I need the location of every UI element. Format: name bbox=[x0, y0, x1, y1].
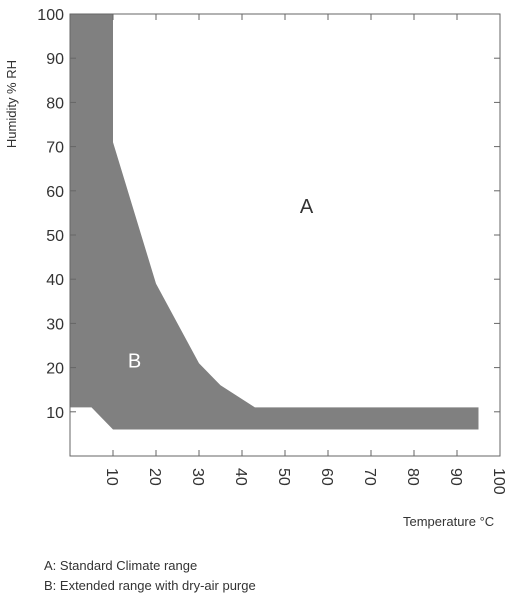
region-b-shape bbox=[70, 14, 479, 430]
y-tick-label: 10 bbox=[46, 405, 64, 422]
y-tick-label: 20 bbox=[46, 361, 64, 378]
y-tick-label: 50 bbox=[46, 228, 64, 245]
y-tick-label: 90 bbox=[46, 51, 64, 68]
y-axis-label: Humidity % RH bbox=[4, 60, 19, 149]
x-tick-label: 30 bbox=[189, 468, 206, 486]
region-b-label: B bbox=[128, 351, 141, 373]
y-tick-label: 60 bbox=[46, 184, 64, 201]
x-tick-label: 10 bbox=[103, 468, 120, 486]
y-tick-label: 30 bbox=[46, 316, 64, 333]
x-tick-label: 90 bbox=[447, 468, 464, 486]
x-tick-label: 50 bbox=[275, 468, 292, 486]
x-tick-label: 60 bbox=[318, 468, 335, 486]
region-a-label: A bbox=[300, 196, 314, 218]
legend-item-b: B: Extended range with dry-air purge bbox=[44, 578, 256, 593]
x-axis-label: Temperature °C bbox=[403, 514, 495, 529]
y-tick-label: 70 bbox=[46, 140, 64, 157]
y-tick-label: 100 bbox=[37, 7, 64, 24]
y-tick-label: 40 bbox=[46, 272, 64, 289]
x-tick-label: 40 bbox=[232, 468, 249, 486]
x-tick-label: 100 bbox=[490, 468, 507, 495]
y-tick-label: 80 bbox=[46, 95, 64, 112]
x-tick-label: 70 bbox=[361, 468, 378, 486]
legend: A: Standard Climate range B: Extended ra… bbox=[44, 556, 256, 596]
x-tick-label: 20 bbox=[146, 468, 163, 486]
x-tick-label: 80 bbox=[404, 468, 421, 486]
legend-item-a: A: Standard Climate range bbox=[44, 558, 198, 573]
